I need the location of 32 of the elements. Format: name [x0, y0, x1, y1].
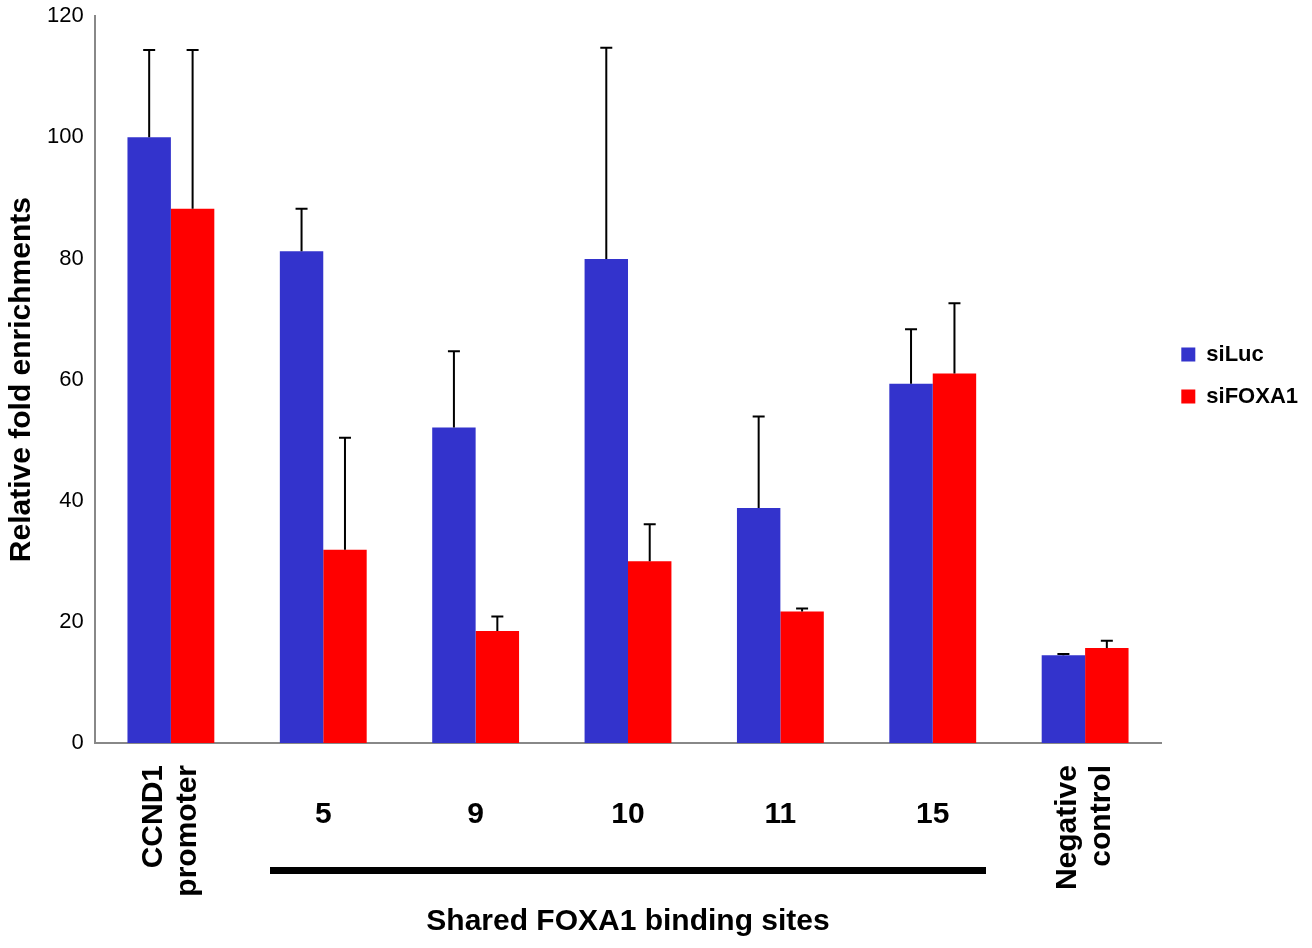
y-tick-label: 0 [71, 729, 84, 755]
x-tick-label: 11 [764, 796, 797, 830]
bar [475, 630, 520, 743]
y-tick-label: 100 [46, 123, 84, 149]
bar [889, 383, 933, 743]
bar [127, 137, 171, 743]
bar [1041, 655, 1086, 743]
y-tick-label: 60 [59, 365, 84, 391]
text: Shared FOXA1 binding sites [426, 903, 830, 937]
bar [584, 259, 629, 743]
bar [432, 427, 476, 743]
bar [323, 549, 367, 743]
bar [780, 611, 824, 743]
legend-label: siFOXA1 [1206, 382, 1299, 408]
y-tick-label: 120 [46, 2, 84, 28]
y-axis-title: Relative fold enrichments [3, 197, 37, 563]
x-tick-label: 9 [467, 796, 484, 830]
y-tick-label: 80 [59, 244, 84, 270]
bar [736, 508, 781, 743]
x-tick-label: 5 [314, 796, 332, 830]
bar [1085, 647, 1129, 743]
bar [170, 208, 215, 743]
x-tick-label: 10 [611, 796, 645, 830]
x-tick-label: Negative control [1049, 765, 1117, 891]
x-tick-label: CCND1 promoter [135, 764, 203, 897]
x-tick-label: 15 [916, 796, 950, 830]
bar [279, 251, 324, 743]
bar [628, 561, 672, 743]
y-tick-label: 20 [59, 607, 84, 633]
bar [932, 373, 977, 743]
y-tick-label: 40 [59, 486, 84, 512]
legend-label: siLuc [1206, 340, 1264, 366]
